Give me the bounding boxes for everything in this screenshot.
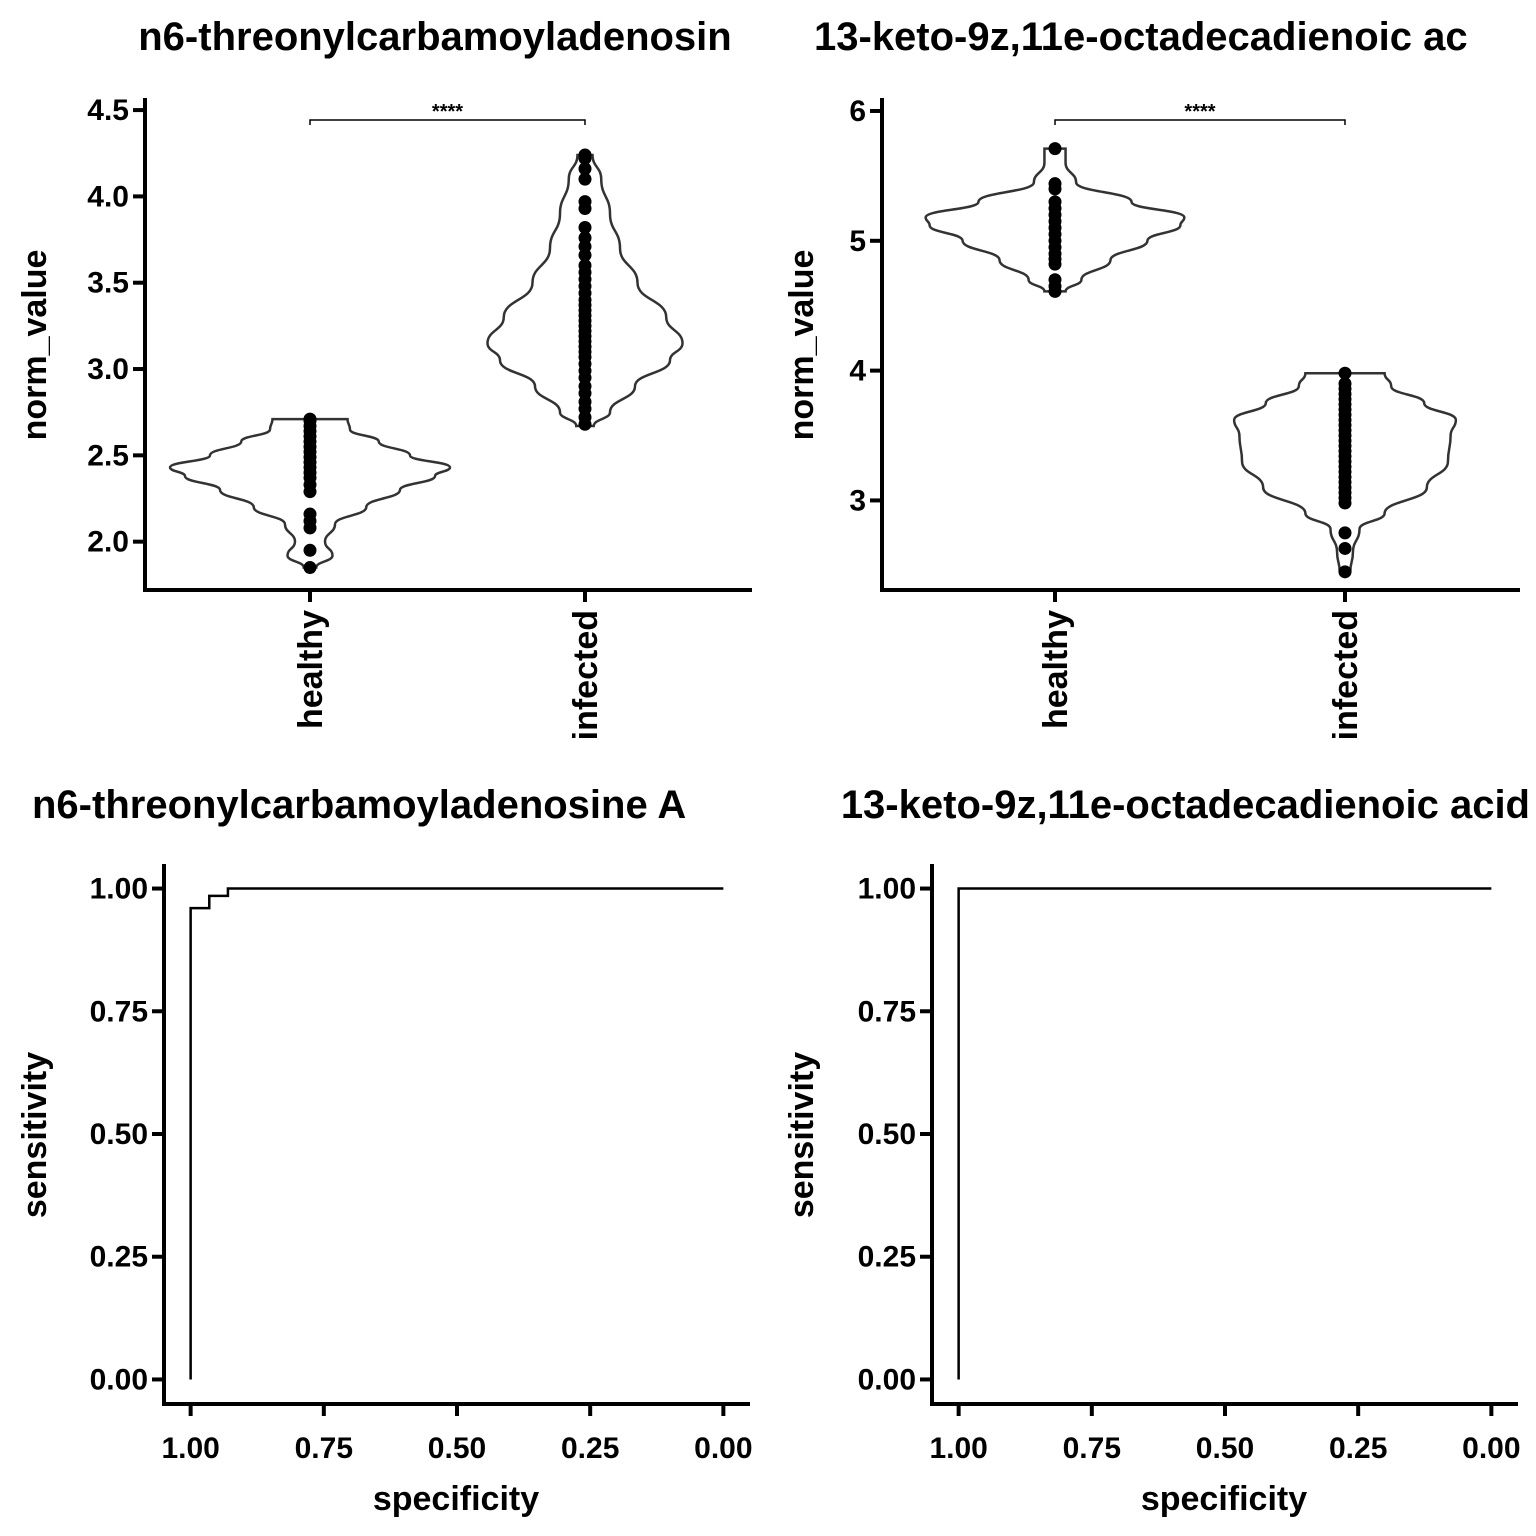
data-point [578,195,592,209]
data-point [1048,177,1062,191]
y-tick-label: 2.0 [87,526,129,559]
chart-title: 13-keto-9z,11e-octadecadienoic ac [814,15,1468,59]
significance-label: **** [432,101,463,123]
x-tick-label: 0.00 [1462,1432,1520,1465]
chart-title: n6-threonylcarbamoyladenosin [138,15,731,59]
y-tick-label: 1.00 [858,873,916,906]
data-point [303,507,317,521]
x-tick-label-healthy: healthy [292,610,330,729]
chart-title: 13-keto-9z,11e-octadecadienoic acid [841,783,1530,827]
chart-title: n6-threonylcarbamoyladenosine A [32,783,686,827]
x-tick-label: 0.50 [1196,1432,1254,1465]
y-tick-label: 3 [849,484,866,517]
y-axis-title: sensitivity [783,1052,821,1218]
y-tick-label: 0.00 [858,1363,916,1396]
y-tick-label: 0.75 [90,995,148,1028]
roc-curve [957,887,1492,1380]
y-tick-label: 0.50 [858,1118,916,1151]
axis-frame [930,864,1518,1406]
y-tick-label: 6 [849,95,866,128]
y-tick-label: 0.25 [858,1241,916,1274]
roc-panel-1: n6-threonylcarbamoyladenosine A sensitiv… [16,783,753,1518]
significance-bracket [309,119,586,125]
y-tick-label: 4 [849,355,866,388]
data-point [578,231,592,245]
data-point [1048,273,1062,287]
x-tick-label: 0.00 [694,1432,752,1465]
x-tick-label-healthy: healthy [1037,610,1075,729]
y-tick-label: 4.0 [87,180,129,213]
data-point [1338,366,1352,380]
x-tick-label-infected: infected [1327,610,1365,740]
x-axis-title: specificity [1141,1480,1307,1518]
axis-frame [880,98,1520,592]
x-tick-label: 1.00 [161,1432,219,1465]
data-point [578,148,592,162]
axis-frame [162,864,750,1406]
x-tick-label: 1.00 [929,1432,987,1465]
y-tick-label: 2.5 [87,439,129,472]
y-axis-title: norm_value [16,250,54,441]
x-tick-label: 0.50 [428,1432,486,1465]
x-tick-label: 0.75 [1063,1432,1121,1465]
x-tick-label-infected: infected [567,610,605,740]
y-axis-title: norm_value [783,250,821,441]
y-tick-label: 3.5 [87,267,129,300]
data-point [1338,541,1352,555]
x-axis-title: specificity [373,1480,539,1518]
axis-frame [143,98,752,592]
roc-panel-2: 13-keto-9z,11e-octadecadienoic acid sens… [783,783,1530,1518]
data-point [303,543,317,557]
y-tick-label: 5 [849,225,866,258]
violin-panel-2: 13-keto-9z,11e-octadecadienoic ac norm_v… [783,15,1520,740]
x-tick-label: 0.25 [1329,1432,1387,1465]
data-point [578,162,592,176]
data-point [1048,195,1062,209]
data-point [578,172,592,186]
data-point [578,220,592,234]
data-point [303,412,317,426]
y-tick-label: 3.0 [87,353,129,386]
x-tick-label: 0.25 [561,1432,619,1465]
y-tick-label: 0.75 [858,995,916,1028]
y-tick-label: 1.00 [90,873,148,906]
data-point [1338,565,1352,579]
significance-bracket [1054,119,1346,125]
significance-label: **** [1184,101,1215,123]
y-tick-label: 4.5 [87,94,129,127]
y-axis-title: sensitivity [16,1052,54,1218]
data-point [1048,142,1062,156]
y-tick-label: 0.00 [90,1363,148,1396]
y-tick-label: 0.50 [90,1118,148,1151]
y-tick-label: 0.25 [90,1241,148,1274]
data-point [578,258,592,272]
roc-curve [189,887,724,1380]
data-point [303,561,317,575]
data-point [1338,377,1352,391]
data-point [1338,526,1352,540]
x-tick-label: 0.75 [295,1432,353,1465]
violin-panel-1: n6-threonylcarbamoyladenosin norm_value … [16,15,752,740]
